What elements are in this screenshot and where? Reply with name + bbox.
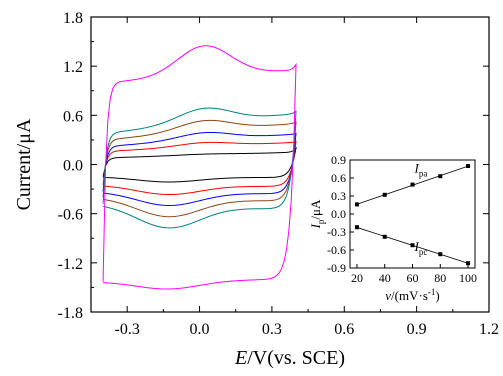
- inset-series-label-pa: Ipa: [414, 161, 428, 179]
- y-tick-label: 0.6: [63, 108, 83, 125]
- inset-series-label-sub: pa: [419, 169, 428, 179]
- x-tick-label: 1.2: [479, 321, 499, 338]
- inset-y-axis-title: Ip/μA: [308, 199, 326, 229]
- inset-point-pa: [438, 174, 443, 179]
- inset-y-tick-label: -0.6: [327, 243, 346, 257]
- inset-x-tick-label: 100: [459, 271, 477, 285]
- inset-y-tick-label: 0.9: [331, 153, 346, 167]
- inset-point-pa: [382, 192, 387, 197]
- y-tick-label: 1.8: [63, 10, 83, 27]
- x-tick-label: 0.0: [190, 321, 210, 338]
- x-axis-title: E/V(vs. SCE): [234, 347, 345, 369]
- inset-y-tick-label: -0.3: [327, 225, 346, 239]
- x-tick-label: 0.6: [334, 321, 354, 338]
- inset-series-label-main: I: [414, 239, 420, 254]
- inset-point-pc: [466, 261, 471, 266]
- y-tick-label: -1.8: [58, 305, 83, 322]
- inset-x-axis-title: v/(mV·s-1): [385, 287, 439, 303]
- y-axis-title: Current/μA: [13, 118, 35, 210]
- cv-curve-5: [102, 107, 297, 229]
- cv-curve-1: [102, 146, 297, 183]
- inset-point-pc: [354, 225, 359, 230]
- inset-point-pc: [410, 243, 415, 248]
- y-tick-label: -1.2: [58, 256, 83, 273]
- inset-y-tick-label: 0.0: [331, 207, 346, 221]
- inset-y-axis-title-sub: p: [316, 219, 326, 224]
- inset-x-tick-label: 60: [407, 271, 419, 285]
- cv-curve-6: [102, 45, 297, 290]
- inset-x-tick-label: 40: [379, 271, 391, 285]
- inset-x-axis-title-rest: /(mV·s: [391, 288, 428, 303]
- y-tick-label: -0.6: [58, 207, 83, 224]
- y-tick-label: 0.0: [63, 158, 83, 175]
- inset-point-pa: [410, 182, 415, 187]
- inset-y-axis-title-italic: I: [308, 223, 323, 229]
- inset-x-tick-label: 80: [434, 271, 446, 285]
- inset-y-tick-label: 0.6: [331, 171, 346, 185]
- inset-y-axis-title-rest: /μA: [308, 199, 323, 220]
- inset-point-pc: [438, 252, 443, 257]
- cv-curve-4: [102, 119, 297, 218]
- x-tick-label: 0.3: [262, 321, 282, 338]
- inset-x-axis-title-sup: -1: [428, 287, 436, 297]
- inset-series-label-pc: Ipc: [414, 239, 428, 257]
- main-axes: -0.3 0.0 0.3 0.6 0.9 1.2 -1.8 -1.2 -0.6 0.0 0.6 1.2…: [13, 10, 499, 369]
- inset-point-pa: [354, 202, 359, 207]
- cv-curve-3: [102, 131, 297, 206]
- main-series-group: [102, 45, 297, 290]
- inset-chart: 20 40 60 80 100 -0.9 -0.6 -0.3 0.0 0.3 0.6 0.9 v/(mV…: [308, 153, 477, 303]
- inset-x-axis-title-close: ): [435, 288, 439, 303]
- cv-curve-2: [102, 140, 297, 196]
- y-tick-label: 1.2: [63, 59, 83, 76]
- inset-series-label-sub: pc: [419, 247, 428, 257]
- x-tick-label: 0.9: [407, 321, 427, 338]
- x-axis-title-rest: /V(vs. SCE): [247, 347, 345, 369]
- inset-x-tick-label: 20: [351, 271, 363, 285]
- inset-series-label-main: I: [414, 161, 420, 176]
- inset-plot-frame: [349, 159, 476, 269]
- x-tick-label: -0.3: [115, 321, 140, 338]
- inset-x-axis-title-italic: v: [385, 288, 391, 303]
- x-axis-title-italic: E: [234, 347, 247, 369]
- inset-y-tick-label: 0.3: [331, 189, 346, 203]
- inset-y-tick-label: -0.9: [327, 261, 346, 275]
- inset-point-pa: [466, 164, 471, 168]
- inset-point-pc: [382, 234, 387, 239]
